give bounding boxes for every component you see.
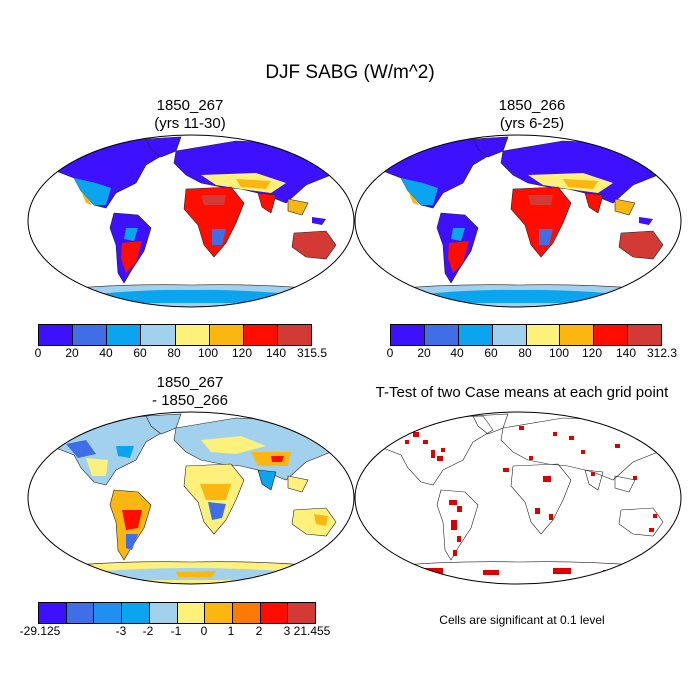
panel1-colorbar (38, 324, 312, 346)
panel3-colorbar (38, 602, 316, 624)
colorbar-swatch (177, 603, 206, 623)
significance-note: Cells are significant at 0.1 level (439, 613, 605, 627)
colorbar-tick-label: -2 (142, 624, 154, 638)
colorbar-tick-label: 20 (417, 346, 431, 360)
panel3-title-line1: 1850_267 (156, 374, 224, 391)
colorbar-tick-label: 20 (65, 346, 79, 360)
colorbar-swatch (560, 325, 595, 345)
colorbar-tick-label: 80 (167, 346, 181, 360)
colorbar-swatch (175, 325, 210, 345)
panel2-title: 1850_266 (yrs 6-25) (402, 97, 662, 133)
colorbar-swatch (94, 603, 123, 623)
colorbar-tick-label: 140 (265, 346, 287, 360)
colorbar-swatch (39, 325, 74, 345)
panel3-title-line2: - 1850_266 (152, 392, 228, 409)
greenland (145, 413, 182, 435)
colorbar-swatch (232, 603, 261, 623)
significant-cells (405, 426, 657, 576)
panel3-map (27, 411, 355, 585)
colorbar-tick-label: 3 (283, 624, 291, 638)
panel3-title: 1850_267 - 1850_266 (60, 374, 320, 410)
panel4-title: T-Test of two Case means at each grid po… (375, 384, 669, 401)
panel2-title-line1: 1850_266 (498, 97, 566, 114)
colorbar-tick-label: 1 (227, 624, 235, 638)
colorbar-tick-label: 120 (581, 346, 603, 360)
north-america (370, 415, 494, 486)
africa (510, 463, 572, 535)
colorbar-tick-label: 100 (197, 346, 219, 360)
colorbar-swatch (594, 325, 629, 345)
colorbar-tick-label: 60 (133, 346, 147, 360)
colorbar-swatch (73, 325, 108, 345)
africa (183, 186, 245, 258)
colorbar-swatch (424, 325, 459, 345)
greenland (145, 136, 182, 158)
panel4-map (354, 411, 682, 585)
colorbar-tick-label: 0 (200, 624, 208, 638)
panel1-title: 1850_267 (yrs 11-30) (60, 97, 320, 133)
colorbar-tick-label: -29.125 (19, 624, 61, 638)
colorbar-tick-label: 312.3 (646, 346, 678, 360)
colorbar-swatch (209, 325, 244, 345)
colorbar-swatch (149, 603, 178, 623)
colorbar-tick-label: 140 (615, 346, 637, 360)
colorbar-tick-label: -1 (170, 624, 182, 638)
colorbar-swatch (141, 325, 176, 345)
panel3-colorbar-labels: -29.125 -3 -2 -1 0 1 2 3 21.455 (0, 624, 700, 640)
panel1-title-line2: (yrs 11-30) (154, 115, 226, 132)
panel2-colorbar (390, 324, 662, 346)
colorbar-tick-label: 0 (386, 346, 394, 360)
greenland (472, 413, 509, 435)
colorbar-tick-label: -3 (115, 624, 127, 638)
australia (291, 230, 337, 260)
antarctica (355, 561, 681, 571)
africa (510, 186, 572, 258)
colorbar-swatch (260, 603, 289, 623)
colorbar-tick-label: 60 (484, 346, 498, 360)
colorbar-swatch (243, 325, 278, 345)
panel1-map (27, 134, 355, 308)
colorbar-swatch (628, 325, 661, 345)
panel2-map (354, 134, 682, 308)
colorbar-tick-label: 0 (34, 346, 42, 360)
colorbar-tick-label: 2 (255, 624, 263, 638)
australia (618, 507, 664, 537)
panel1-title-line1: 1850_267 (156, 97, 224, 114)
colorbar-tick-label: 40 (99, 346, 113, 360)
colorbar-swatch (205, 603, 233, 623)
colorbar-swatch (107, 325, 142, 345)
colorbar-swatch (288, 603, 316, 623)
panel2-title-line2: (yrs 6-25) (499, 115, 565, 132)
colorbar-swatch (39, 603, 67, 623)
panel1-colorbar-labels: 0 20 40 60 80 100 120 140 315.5 (0, 346, 700, 362)
colorbar-tick-label: 100 (548, 346, 570, 360)
colorbar-tick-label: 40 (450, 346, 464, 360)
colorbar-tick-label: 315.5 (296, 346, 328, 360)
greenland (472, 136, 509, 158)
colorbar-swatch (391, 325, 425, 345)
colorbar-swatch (492, 325, 527, 345)
colorbar-tick-label: 21.455 (293, 624, 331, 638)
colorbar-swatch (66, 603, 95, 623)
colorbar-tick-label: 120 (231, 346, 253, 360)
colorbar-swatch (277, 325, 311, 345)
colorbar-swatch (122, 603, 150, 623)
colorbar-swatch (458, 325, 493, 345)
figure-title: DJF SABG (W/m^2) (265, 62, 435, 83)
australia (291, 507, 337, 537)
south-america (436, 489, 479, 561)
colorbar-swatch (526, 325, 561, 345)
panel2-colorbar-labels: 0 20 40 60 80 100 120 140 312.3 (0, 346, 700, 362)
colorbar-tick-label: 80 (518, 346, 532, 360)
australia (618, 230, 664, 260)
